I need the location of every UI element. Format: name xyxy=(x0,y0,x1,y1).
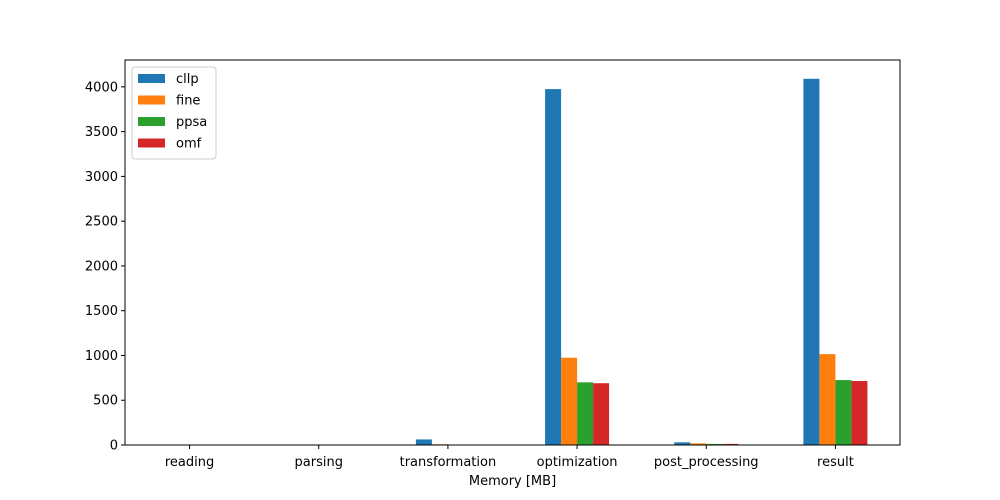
bar-cllp-transformation xyxy=(415,439,432,445)
y-tick-label: 3500 xyxy=(85,125,118,140)
x-tick-label: transformation xyxy=(400,455,497,470)
bar-fine-post_processing xyxy=(690,443,707,445)
legend-label-ppsa: ppsa xyxy=(176,115,207,130)
y-tick-label: 1500 xyxy=(85,304,118,319)
bar-cllp-optimization xyxy=(545,89,562,445)
legend: cllp fine ppsa omf xyxy=(131,66,217,160)
legend-swatch-fine xyxy=(138,95,165,105)
x-tick-label: parsing xyxy=(295,455,343,470)
bar-omf-result xyxy=(851,380,868,445)
y-tick-label: 1000 xyxy=(85,349,118,364)
legend-swatch-omf xyxy=(138,138,165,148)
bar-cllp-result xyxy=(803,78,820,446)
bar-fine-result xyxy=(819,354,836,445)
bar-cllp-post_processing xyxy=(674,442,691,445)
y-tick-label: 500 xyxy=(93,394,118,409)
bar-omf-optimization xyxy=(593,383,610,445)
y-tick-label: 4000 xyxy=(85,80,118,95)
bar-fine-optimization xyxy=(561,357,578,445)
legend-label-omf: omf xyxy=(176,137,202,152)
x-axis-label: Memory [MB] xyxy=(469,474,556,489)
bar-ppsa-result xyxy=(835,380,852,445)
y-axis-ticks: 0 500 1000 1500 2000 2500 3000 3500 4000 xyxy=(85,80,125,454)
x-tick-label: optimization xyxy=(537,455,618,470)
bar-omf-post_processing xyxy=(722,443,739,445)
plot-area xyxy=(125,60,900,445)
x-axis-ticks: reading parsing transformation optimization… xyxy=(165,445,854,470)
x-tick-label: reading xyxy=(165,455,214,470)
legend-label-fine: fine xyxy=(176,94,200,109)
bars-layer xyxy=(415,78,868,446)
x-tick-label: post_processing xyxy=(654,455,759,470)
legend-swatch-ppsa xyxy=(138,117,165,126)
y-tick-label: 2000 xyxy=(85,259,118,274)
y-tick-label: 0 xyxy=(110,439,118,454)
plot-frame xyxy=(124,59,901,446)
bar-ppsa-post_processing xyxy=(706,443,723,445)
legend-swatch-cllp xyxy=(138,74,165,83)
legend-box xyxy=(131,66,217,160)
legend-label-cllp: cllp xyxy=(176,72,199,87)
y-tick-label: 2500 xyxy=(85,215,118,230)
y-tick-label: 3000 xyxy=(85,170,118,185)
bar-ppsa-optimization xyxy=(577,382,594,445)
x-tick-label: result xyxy=(817,455,854,470)
